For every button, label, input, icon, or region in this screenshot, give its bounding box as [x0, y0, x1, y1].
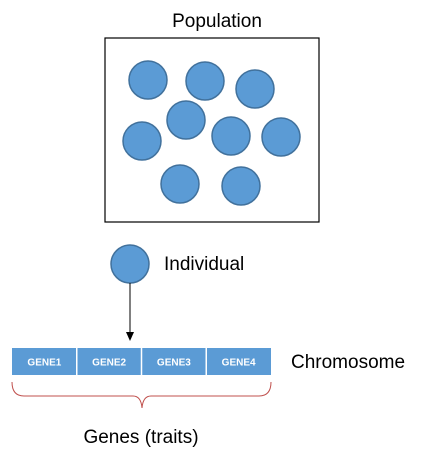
arrow-head: [126, 332, 134, 341]
gene-label: GENE2: [92, 358, 126, 369]
chromosome-bar: GENE1 GENE2 GENE3 GENE4: [12, 348, 271, 375]
genes-label: Genes (traits): [83, 427, 198, 448]
gene-label: GENE3: [157, 358, 191, 369]
genes-brace: [11, 381, 272, 409]
population-individual: [128, 60, 168, 100]
population-individual: [160, 164, 200, 204]
population-individual: [211, 116, 251, 156]
chromosome-label: Chromosome: [291, 352, 405, 373]
population-individual: [221, 166, 261, 206]
population-individual: [122, 121, 162, 161]
population-individuals: [122, 60, 301, 206]
population-title: Population: [172, 11, 262, 32]
population-individual: [235, 69, 275, 109]
gene-label: GENE1: [27, 358, 61, 369]
population-individual: [166, 100, 206, 140]
individual-label: Individual: [164, 254, 244, 275]
population-individual: [185, 61, 225, 101]
population-individual: [261, 117, 301, 157]
gene-label: GENE4: [222, 358, 256, 369]
individual-circle: [110, 244, 150, 284]
